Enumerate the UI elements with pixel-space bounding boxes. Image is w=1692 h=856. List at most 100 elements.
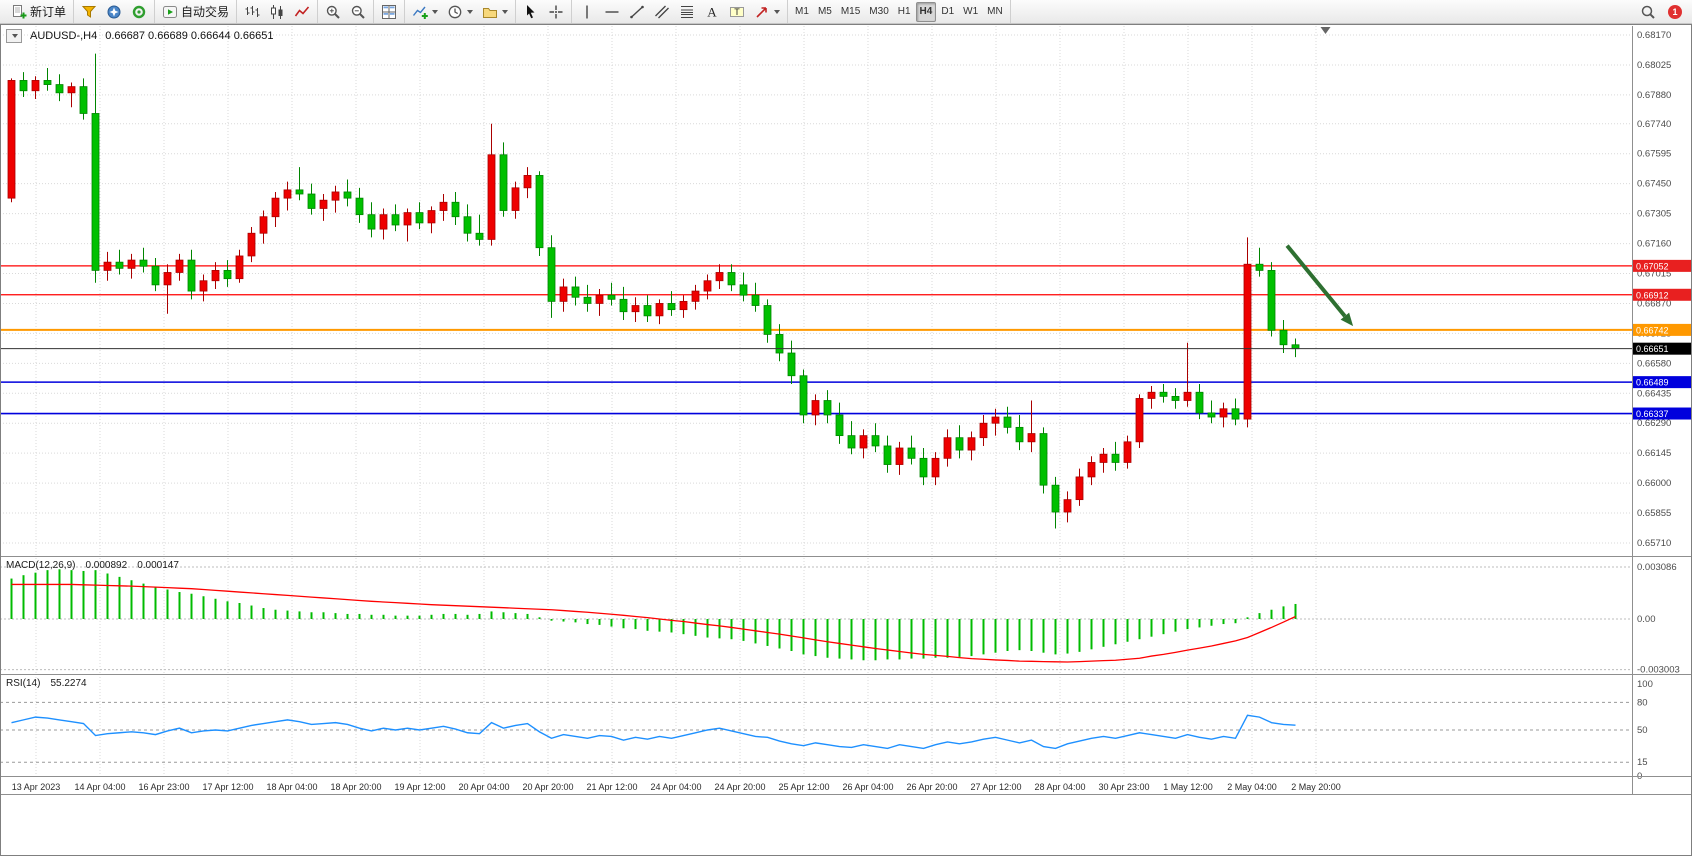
market-watch-icon <box>81 5 97 18</box>
svg-text:0.68170: 0.68170 <box>1637 30 1671 41</box>
autotrade-button[interactable]: 自动交易 <box>158 2 233 22</box>
rsi-line <box>11 714 1296 750</box>
line-chart-icon-wrap <box>294 4 310 20</box>
crosshair-button[interactable] <box>544 2 568 22</box>
periods-button[interactable] <box>443 2 477 22</box>
cursor-button[interactable] <box>519 2 543 22</box>
trendline-button[interactable] <box>625 2 649 22</box>
bar-chart-icon-wrap <box>244 4 260 20</box>
tile-windows-button[interactable] <box>377 2 401 22</box>
navigator-button[interactable] <box>102 2 126 22</box>
svg-text:27 Apr 12:00: 27 Apr 12:00 <box>970 782 1021 792</box>
hline-price-tag: 0.66742 <box>1633 323 1691 336</box>
svg-text:0.68025: 0.68025 <box>1637 60 1671 71</box>
chart-canvas[interactable]: 0.68170 0.68025 0.67880 0.67740 0.67595 0.674… <box>0 24 1692 856</box>
new-order-icon-wrap <box>11 4 27 20</box>
tf-w1-button[interactable]: W1 <box>959 2 982 22</box>
zoom-in-button[interactable] <box>321 2 345 22</box>
svg-text:15: 15 <box>1637 757 1648 768</box>
svg-text:0.67305: 0.67305 <box>1637 209 1671 220</box>
svg-text:2 May 04:00: 2 May 04:00 <box>1227 782 1277 792</box>
search-button[interactable] <box>1636 2 1660 22</box>
horizontal-line-icon <box>605 10 619 13</box>
channel-icon-wrap <box>654 4 670 20</box>
tf-m15-button[interactable]: M15 <box>837 2 864 22</box>
indicators-button[interactable] <box>408 2 442 22</box>
arrows-button[interactable] <box>750 2 784 22</box>
crosshair-icon <box>549 5 563 18</box>
arrow-tool-icon-wrap <box>754 4 770 20</box>
svg-text:19 Apr 12:00: 19 Apr 12:00 <box>394 782 445 792</box>
trend-arrow-annotation[interactable] <box>1285 244 1354 327</box>
toolbar-group-chart-config <box>405 0 517 23</box>
svg-text:80: 80 <box>1637 697 1648 708</box>
equidistant-channel-button[interactable] <box>650 2 674 22</box>
text-icon-wrap: A <box>704 4 720 20</box>
svg-text:30 Apr 23:00: 30 Apr 23:00 <box>1098 782 1149 792</box>
svg-text:0.67880: 0.67880 <box>1637 90 1671 101</box>
svg-text:T: T <box>734 6 740 16</box>
market-watch-button[interactable] <box>77 2 101 22</box>
tf-m30-button[interactable]: M30 <box>865 2 892 22</box>
search-icon <box>1641 5 1655 19</box>
svg-text:26 Apr 04:00: 26 Apr 04:00 <box>842 782 893 792</box>
svg-text:0.003086: 0.003086 <box>1637 562 1677 573</box>
symbol-dropdown-button[interactable] <box>6 29 22 43</box>
autotrade-play-icon-wrap <box>162 4 178 20</box>
tf-m5-button[interactable]: M5 <box>814 2 836 22</box>
fibonacci-icon <box>681 5 694 18</box>
indicators-add-icon-wrap <box>412 4 428 20</box>
candlestick-chart-button[interactable] <box>265 2 289 22</box>
new-order-button[interactable]: 新订单 <box>7 2 70 22</box>
terminal-icon-wrap <box>131 4 147 20</box>
navigator-icon-wrap <box>106 4 122 20</box>
chevron-down-icon <box>774 9 781 14</box>
tf-m1-button[interactable]: M1 <box>791 2 813 22</box>
bar-chart-icon <box>245 5 260 17</box>
line-chart-icon <box>294 5 310 16</box>
svg-text:28 Apr 04:00: 28 Apr 04:00 <box>1034 782 1085 792</box>
svg-text:0.66580: 0.66580 <box>1637 358 1671 369</box>
svg-text:0.65855: 0.65855 <box>1637 508 1671 519</box>
tf-mn-button[interactable]: MN <box>983 2 1007 22</box>
hline-price-tag: 0.66912 <box>1633 288 1691 301</box>
tf-mn-label: MN <box>987 6 1003 17</box>
tf-h4-button[interactable]: H4 <box>915 1 937 22</box>
chart-shift-marker[interactable] <box>1320 27 1331 34</box>
horizontal-line-button[interactable] <box>600 2 624 22</box>
crosshair-icon-wrap <box>548 4 564 20</box>
tf-d1-button[interactable]: D1 <box>937 2 958 22</box>
candlestick-chart-icon-wrap <box>269 4 285 20</box>
toolbar-group-windows <box>374 0 406 23</box>
svg-text:13 Apr 2023: 13 Apr 2023 <box>12 782 61 792</box>
text-label-button[interactable]: T <box>725 2 749 22</box>
tf-h1-label: H1 <box>897 6 911 17</box>
svg-text:0.66337: 0.66337 <box>1636 409 1669 419</box>
chevron-down-icon <box>432 9 439 14</box>
templates-button[interactable] <box>478 2 512 22</box>
zoom-out-button[interactable] <box>346 2 370 22</box>
current-price-tag: 0.66651 <box>1633 342 1691 355</box>
fibonacci-button[interactable] <box>675 2 699 22</box>
tf-h1-button[interactable]: H1 <box>894 2 915 22</box>
periods-clock-icon-wrap <box>447 4 463 20</box>
notification-badge[interactable]: 1 <box>1668 4 1682 19</box>
autotrade-label: 自动交易 <box>181 5 230 19</box>
svg-text:-0.003003: -0.003003 <box>1637 665 1680 676</box>
toolbar-group-chart-types <box>237 0 319 23</box>
toolbar-group-zoom <box>318 0 375 23</box>
text-button[interactable]: A <box>700 2 724 22</box>
zoom-out-icon-wrap <box>350 4 366 20</box>
terminal-button[interactable] <box>127 2 151 22</box>
svg-text:0.66489: 0.66489 <box>1636 378 1669 388</box>
vertical-line-button[interactable] <box>575 2 599 22</box>
bar-chart-button[interactable] <box>240 2 264 22</box>
candlestick-chart-icon <box>271 4 283 19</box>
templates-icon <box>483 7 498 18</box>
terminal-icon <box>132 5 146 18</box>
line-chart-button[interactable] <box>290 2 314 22</box>
svg-text:2 May 20:00: 2 May 20:00 <box>1291 782 1341 792</box>
svg-text:0.67740: 0.67740 <box>1637 119 1671 130</box>
arrow-tool-icon <box>756 6 767 18</box>
